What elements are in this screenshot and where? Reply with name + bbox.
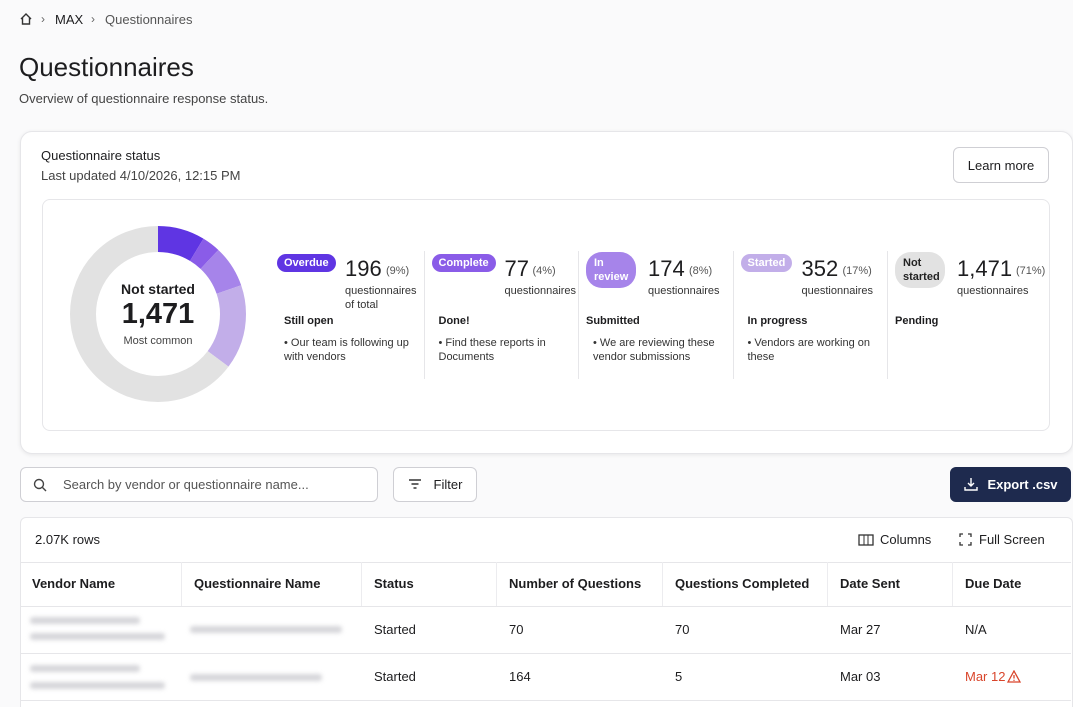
status-percent: (4%) [532,265,556,277]
filter-icon [409,479,421,489]
column-divider [732,251,734,379]
status-badge: Started [740,254,793,272]
card-title: Questionnaire status [41,148,161,163]
breadcrumb-link[interactable]: MAX [55,12,84,27]
status-unit: questionnaires [801,285,874,297]
status-unit: questionnaires [504,285,577,297]
page-title: Questionnaires [19,52,194,82]
status-heading: Pending [895,315,939,327]
blurred-text [190,674,322,681]
column-header: Status [362,562,497,606]
column-divider [423,251,425,379]
status-unit: questionnaires [957,285,1029,297]
table-cell: Mar 03 [840,669,881,684]
table-cell: N/A [965,622,987,637]
status-note: • Find these reports in Documents [438,337,546,363]
blurred-text [30,682,165,689]
status-count: 352 [801,256,839,281]
table-cell: Started [374,669,416,684]
table-cell: 70 [675,622,690,637]
fullscreen-button[interactable]: Full Screen [979,532,1045,547]
separator: › [91,12,95,26]
row-count: 2.07K rows [35,532,101,547]
divider [20,562,1071,563]
blurred-text [190,626,342,633]
learn-more-button[interactable]: Learn more [953,147,1049,183]
column-header: Questions Completed [663,562,828,606]
status-badge: Overdue [277,254,336,272]
status-percent: (9%) [386,265,410,277]
column-header: Due Date [965,576,1022,591]
search-input[interactable]: Search by vendor or questionnaire name..… [20,467,378,502]
status-note: • Vendors are working on these [747,337,870,363]
status-badge: Complete [431,254,496,272]
donut-label: Not started [121,281,195,297]
column-divider [887,251,888,379]
last-updated: Last updated 4/10/2026, 12:15 PM [41,168,241,183]
status-count: 196 [345,256,382,281]
divider [20,700,1071,701]
page-subtitle: Overview of questionnaire response statu… [19,91,269,106]
column-header: Number of Questions [497,562,663,606]
table-cell: Started [374,622,416,637]
column-divider [578,251,579,379]
filter-button[interactable]: Filter [393,467,477,502]
donut-segment [70,226,246,402]
columns-icon [858,534,874,546]
table-cell: 164 [509,669,531,684]
table-cell: 5 [675,669,683,684]
status-percent: (17%) [842,265,872,277]
breadcrumb-current: Questionnaires [105,12,193,27]
donut-chart [70,226,246,402]
table-cell: Mar 12 [965,669,1006,684]
divider [20,653,1071,654]
status-count: 174 [648,256,685,281]
status-badge: In review [586,252,636,288]
status-heading: Done! [438,315,470,327]
status-unit: questionnaires [648,285,720,297]
status-count: 1,471 [957,256,1013,281]
status-note: • We are reviewing these vendor submissi… [593,337,715,363]
status-note: • Our team is following up with vendors [284,337,409,363]
fullscreen-icon [959,533,972,546]
donut-segment [70,226,246,402]
table-cell: 70 [509,622,524,637]
status-heading: Submitted [586,315,640,327]
status-percent: (8%) [689,265,713,277]
download-icon [964,478,978,491]
status-count: 77 [504,256,529,281]
status-heading: Still open [284,315,334,327]
status-percent: (71%) [1016,265,1046,277]
export-button[interactable]: Export .csv [950,467,1071,502]
search-icon [33,478,47,492]
columns-button[interactable]: Columns [880,532,932,547]
blurred-text [30,665,140,672]
donut-caption: Most common [123,335,193,347]
divider [20,606,1071,607]
status-panel [42,199,1050,431]
warning-icon [1007,670,1021,683]
column-header: Date Sent [828,562,953,606]
table-cell: Mar 27 [840,622,881,637]
home-icon[interactable] [19,12,33,26]
donut-value: 1,471 [121,298,195,330]
separator: › [41,12,45,26]
blurred-text [30,633,165,640]
column-header: Questionnaire Name [182,562,362,606]
status-unit: questionnaires of total [345,285,417,311]
status-heading: In progress [747,315,808,327]
blurred-text [30,617,140,624]
status-badge: Not started [895,252,945,288]
column-header: Vendor Name [20,562,182,606]
